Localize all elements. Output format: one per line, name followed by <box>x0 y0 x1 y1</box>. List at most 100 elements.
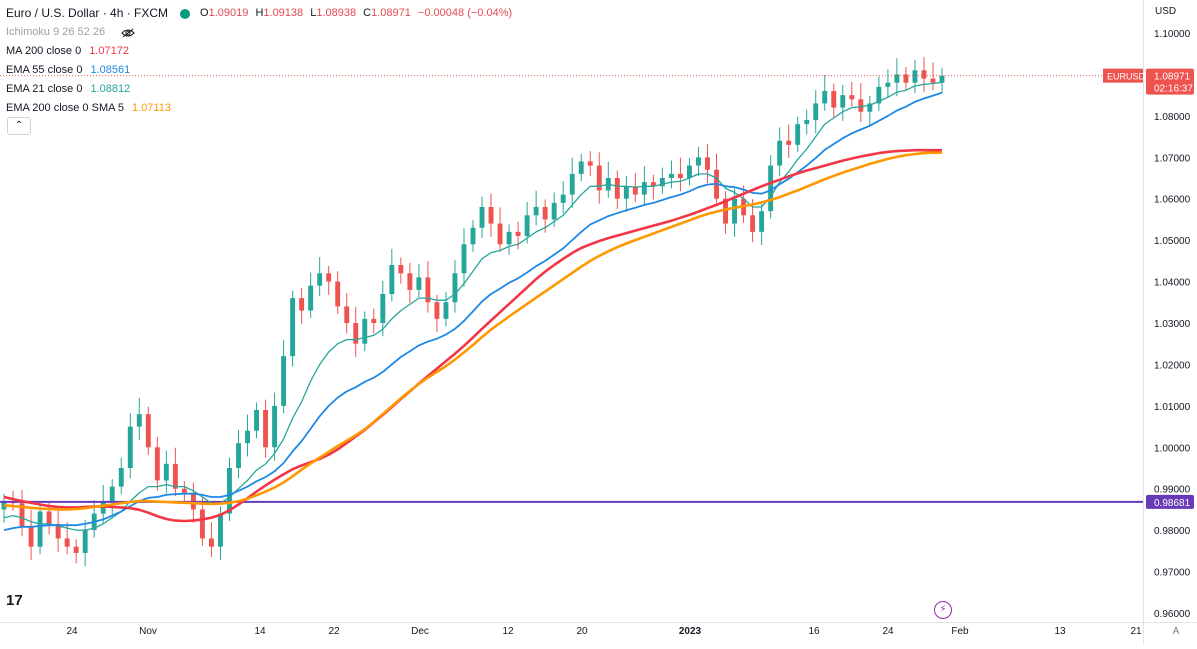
chevron-up-icon: ⌃ <box>14 120 24 131</box>
indicator-name: EMA 21 close 0 <box>6 83 83 95</box>
candle-body <box>434 302 440 319</box>
candle-body <box>885 82 891 87</box>
candle-body <box>479 207 485 228</box>
candle-body <box>840 95 846 108</box>
price-tick-label: 1.10000 <box>1154 29 1191 40</box>
ema200-line <box>3 151 942 511</box>
candle-body <box>596 165 602 191</box>
candle-body <box>677 173 683 178</box>
candle-body <box>867 103 873 112</box>
indicator-name: EMA 55 close 0 <box>6 64 83 76</box>
candle-body <box>73 546 79 553</box>
candle-body <box>822 91 828 104</box>
currency-label: USD <box>1155 6 1176 17</box>
auto-scale-icon[interactable]: A <box>1172 626 1180 637</box>
ma200-line <box>3 148 942 523</box>
indicator-row-ichimoku[interactable]: Ichimoku 9 26 52 26 <box>6 23 516 42</box>
last-price-box <box>1146 68 1194 95</box>
candle-body <box>154 447 160 481</box>
symbol-price-tag-label: EURUSD <box>1107 72 1146 82</box>
price-tick-label: 1.01000 <box>1154 402 1191 413</box>
candle-body <box>759 211 765 232</box>
open-value: 1.09019 <box>208 7 249 19</box>
candle-body <box>921 70 927 79</box>
price-axis: USD 0.96000 0.97000 0.98000 0.99000 1.00000 1.… <box>1154 6 1191 620</box>
time-tick-label: 22 <box>328 626 340 637</box>
candle-body <box>254 410 259 431</box>
candle-body <box>46 511 52 524</box>
chart-legend: Euro / U.S. Dollar · 4h · FXCM O1.09019 … <box>6 4 516 118</box>
candle-body <box>461 244 467 274</box>
candle-body <box>705 157 710 170</box>
candle-body <box>777 140 783 166</box>
low-value: 1.08938 <box>316 7 357 19</box>
candle-body <box>876 86 882 104</box>
indicator-value: 1.07113 <box>132 102 171 114</box>
indicator-row-ma200[interactable]: MA 200 close 0 1.07172 <box>6 42 516 61</box>
eye-slash-icon[interactable] <box>121 28 135 38</box>
candle-body <box>858 99 864 112</box>
candle-body <box>136 414 142 427</box>
ema21-line <box>3 81 943 531</box>
candle-body <box>488 207 494 224</box>
candle-body <box>389 265 395 294</box>
time-tick-label: 24 <box>882 626 894 637</box>
price-tick-label: 0.98000 <box>1154 526 1191 537</box>
tradingview-logo-icon[interactable]: 17 <box>6 592 23 609</box>
candle-body <box>263 410 269 448</box>
candle-body <box>768 165 774 212</box>
symbol-title[interactable]: Euro / U.S. Dollar · 4h · FXCM <box>6 6 169 20</box>
candle-body <box>371 318 377 323</box>
candle-body <box>551 202 557 220</box>
candle-body <box>506 231 512 245</box>
candle-body <box>560 194 566 203</box>
candle-body <box>199 509 205 539</box>
candle-body <box>181 488 187 493</box>
candle-body <box>650 182 656 187</box>
candle-body <box>425 277 431 303</box>
last-price-label: 1.08971 <box>1154 72 1191 83</box>
candle-body <box>172 463 178 489</box>
indicator-row-ema21[interactable]: EMA 21 close 0 1.08812 <box>6 80 516 99</box>
candle-body <box>533 207 539 216</box>
candle-body <box>245 430 250 444</box>
countdown-label: 02:16:37 <box>1154 84 1193 95</box>
candle-body <box>732 198 738 224</box>
indicator-row-ema55[interactable]: EMA 55 close 0 1.08561 <box>6 61 516 80</box>
time-tick-label: 14 <box>254 626 266 637</box>
collapse-legend-button[interactable]: ⌃ <box>7 117 31 135</box>
candle-body <box>380 294 386 323</box>
candle-body <box>443 302 449 319</box>
candle-body <box>28 526 34 547</box>
candle-body <box>344 306 350 323</box>
candle-body <box>398 265 404 274</box>
candle-body <box>281 356 287 406</box>
lightning-icon[interactable]: ⚡ <box>934 601 952 619</box>
open-label: O <box>200 7 209 19</box>
candle-body <box>317 273 323 286</box>
candles-group <box>1 57 945 567</box>
indicator-value: 1.08812 <box>90 83 131 95</box>
candle-body <box>145 414 151 448</box>
candle-body <box>831 91 837 108</box>
candle-body <box>813 103 819 120</box>
candle-body <box>723 198 728 224</box>
candle-body <box>659 178 665 187</box>
indicator-lines-group <box>0 75 1143 531</box>
price-tick-label: 0.96000 <box>1154 609 1191 620</box>
candle-body <box>416 277 422 290</box>
market-open-icon <box>180 8 191 19</box>
time-tick-label: 13 <box>1054 626 1066 637</box>
candle-body <box>118 468 124 487</box>
indicator-name: EMA 200 close 0 SMA 5 <box>6 102 125 114</box>
candle-body <box>452 273 458 303</box>
candle-body <box>587 161 593 166</box>
candle-body <box>208 538 214 547</box>
candle-body <box>795 124 801 145</box>
indicator-name: MA 200 close 0 <box>6 45 82 57</box>
candle-body <box>308 285 314 311</box>
indicator-row-ema200[interactable]: EMA 200 close 0 SMA 5 1.07113 <box>6 99 516 118</box>
